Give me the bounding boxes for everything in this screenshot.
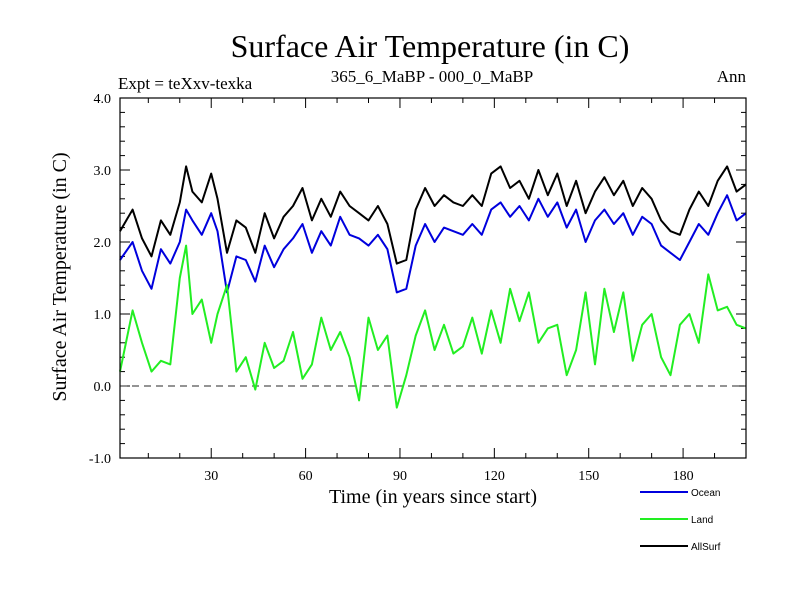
tick-labels: -1.0 0.0 1.0 2.0 3.0 4.0 30 60 90 120 150 180 [89, 92, 694, 484]
chart-title: Surface Air Temperature (in C) [231, 28, 630, 64]
y-tick-label: 4.0 [94, 92, 112, 107]
x-tick-label: 90 [393, 469, 407, 484]
y-tick-label: -1.0 [89, 452, 111, 467]
experiment-label: Expt = teXxv-texka [118, 74, 253, 93]
legend-label-ocean: Ocean [691, 488, 720, 499]
legend-label-land: Land [691, 515, 713, 526]
x-axis-label: Time (in years since start) [329, 486, 537, 508]
series-line-allsurf [119, 165, 747, 265]
x-tick-label: 60 [299, 469, 313, 484]
tick-marks [120, 97, 746, 459]
y-tick-label: 1.0 [94, 308, 112, 323]
x-tick-label: 120 [484, 469, 505, 484]
legend-label-allsurf: AllSurf [691, 542, 721, 553]
x-tick-label: 30 [204, 469, 218, 484]
x-tick-label: 150 [578, 469, 599, 484]
series-line-ocean [119, 194, 747, 294]
y-axis-label: Surface Air Temperature (in C) [49, 152, 71, 401]
y-tick-label: 2.0 [94, 236, 112, 251]
y-tick-label: 3.0 [94, 164, 112, 179]
legend: Ocean Land AllSurf [640, 488, 721, 553]
series-lines [119, 165, 747, 409]
series-line-land [119, 244, 747, 409]
period-label: 365_6_MaBP - 000_0_MaBP [331, 67, 533, 86]
y-tick-label: 0.0 [94, 380, 112, 395]
x-tick-label: 180 [673, 469, 694, 484]
season-label: Ann [717, 67, 747, 86]
plot-area-frame [119, 97, 747, 459]
